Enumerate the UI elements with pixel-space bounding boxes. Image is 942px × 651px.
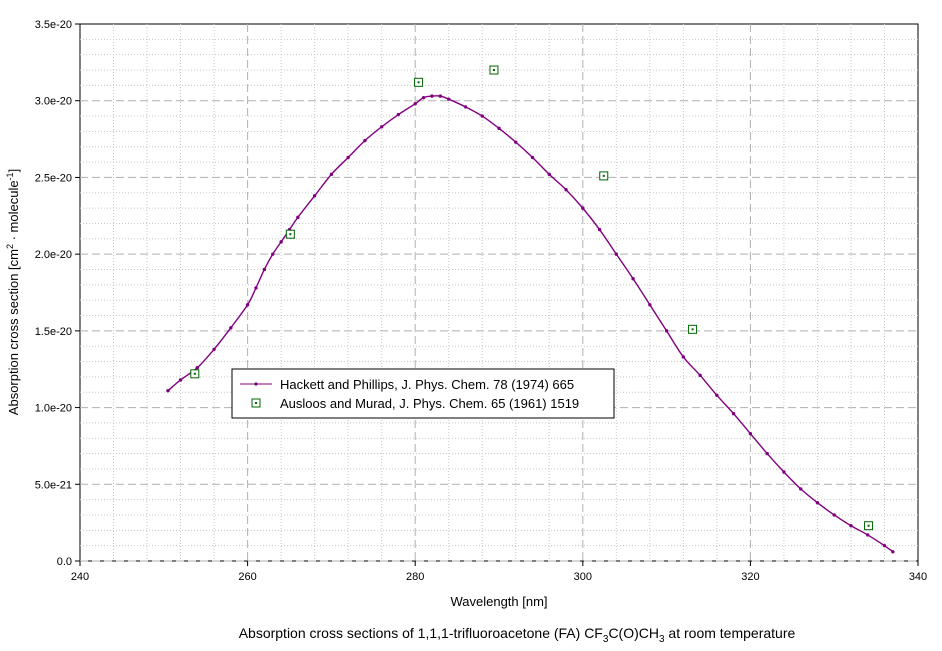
data-point-hackett [480, 114, 484, 118]
data-point-hackett [212, 347, 216, 351]
data-point-hackett [547, 172, 551, 177]
data-point-hackett [312, 194, 317, 198]
data-point-hackett [430, 94, 434, 98]
data-point-ausloos-center [289, 233, 292, 236]
data-point-hackett [891, 550, 895, 554]
x-tick-label: 340 [909, 571, 927, 583]
data-point-hackett [832, 513, 836, 517]
data-point-hackett [178, 378, 183, 382]
data-point-hackett [681, 355, 686, 359]
data-point-hackett [648, 303, 652, 307]
data-point-hackett [497, 126, 501, 131]
data-point-hackett [396, 112, 401, 117]
data-point-hackett [346, 155, 350, 160]
data-point-hackett [530, 155, 535, 160]
grid [80, 24, 918, 562]
data-point-hackett [715, 393, 719, 397]
data-point-hackett [447, 97, 451, 101]
y-tick-label: 0.0 [57, 556, 72, 568]
legend-label-hackett: Hackett and Phillips, J. Phys. Chem. 78 … [280, 377, 574, 392]
legend: Hackett and Phillips, J. Phys. Chem. 78 … [231, 368, 615, 419]
x-tick-label: 320 [741, 571, 759, 583]
data-point-hackett [379, 125, 384, 129]
legend-square-swatch-dot [255, 402, 257, 404]
y-tick-label: 5.0e-21 [35, 479, 72, 491]
x-tick-label: 240 [71, 571, 89, 583]
legend-label-ausloos: Ausloos and Murad, J. Phys. Chem. 65 (19… [280, 396, 579, 411]
y-tick-label: 1.5e-20 [35, 326, 72, 338]
data-point-hackett [245, 303, 250, 307]
data-point-hackett [664, 329, 669, 333]
x-axis-label: Wavelength [nm] [450, 594, 547, 609]
data-point-hackett [363, 138, 367, 143]
y-tick-label: 2.5e-20 [35, 172, 72, 184]
data-point-hackett [731, 412, 736, 416]
y-tick-label: 1.0e-20 [35, 403, 72, 415]
data-point-ausloos-center [492, 69, 495, 72]
y-tick-label: 3.5e-20 [35, 19, 72, 31]
legend-dot-swatch [254, 382, 258, 386]
data-point-hackett [782, 470, 786, 474]
data-point-hackett [195, 365, 200, 370]
data-point-hackett [798, 487, 803, 491]
y-tick-label: 3.0e-20 [35, 96, 72, 108]
data-point-hackett [748, 431, 753, 436]
data-point-hackett [514, 140, 518, 144]
data-point-hackett [815, 500, 820, 505]
series-layer [166, 65, 895, 554]
data-point-hackett [421, 95, 426, 100]
data-point-hackett [463, 105, 468, 109]
y-axis-label: Absorption cross section [cm2 · molecule… [5, 169, 21, 415]
data-point-hackett [279, 240, 283, 244]
chart-caption: Absorption cross sections of 1,1,1-trifl… [239, 625, 796, 645]
data-point-hackett [564, 188, 568, 192]
data-point-hackett [438, 94, 443, 98]
x-tick-label: 260 [238, 571, 256, 583]
data-point-hackett [597, 227, 602, 232]
data-point-hackett [765, 451, 769, 456]
data-point-ausloos-center [602, 174, 605, 177]
data-point-hackett [296, 215, 300, 220]
data-point-ausloos-center [193, 372, 196, 375]
y-tick-label: 2.0e-20 [35, 249, 72, 261]
data-point-hackett [698, 373, 702, 378]
data-point-hackett [614, 252, 619, 256]
data-point-ausloos-center [867, 524, 870, 527]
legend-box [231, 368, 615, 419]
data-point-hackett [631, 276, 635, 281]
data-point-hackett [166, 388, 170, 393]
data-point-hackett [271, 252, 275, 256]
data-point-hackett [882, 543, 887, 548]
data-point-hackett [581, 206, 585, 210]
data-point-hackett [329, 172, 334, 177]
x-tick-label: 300 [574, 571, 592, 583]
data-point-hackett [866, 533, 870, 537]
x-tick-label: 280 [406, 571, 424, 583]
data-point-ausloos-center [417, 81, 420, 84]
data-point-hackett [229, 326, 233, 330]
data-point-hackett [849, 524, 853, 528]
data-point-ausloos-center [691, 328, 694, 331]
plot-area [79, 23, 919, 562]
data-point-hackett [262, 267, 267, 272]
data-point-hackett [254, 286, 258, 290]
axis-ticks: 240 260 280 300 320 340 0.0 5.0e-21 1.0e-20 1.5e-… [35, 19, 927, 583]
data-point-hackett [413, 102, 417, 106]
